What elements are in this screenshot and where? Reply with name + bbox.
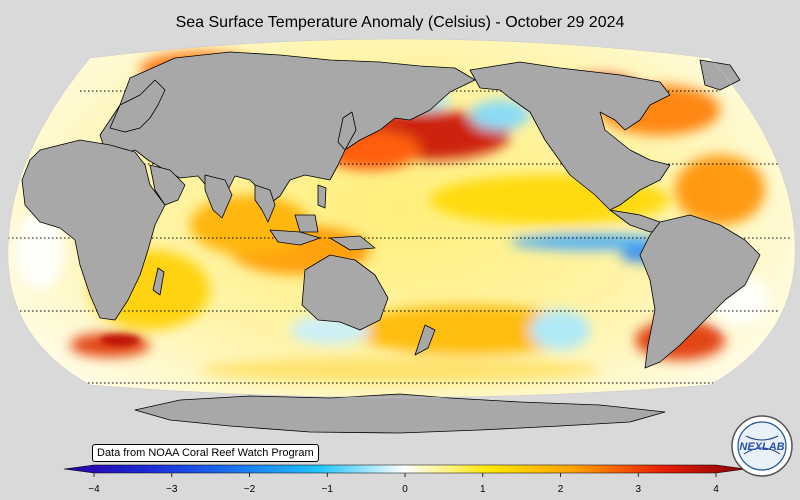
sst-anomaly-map [7, 38, 796, 434]
colorbar-tick-label: −4 [88, 484, 100, 495]
japan-land [337, 111, 357, 151]
indonesia-land [269, 229, 321, 246]
antarctica-land [134, 393, 666, 434]
map [7, 38, 796, 434]
australia-land [301, 254, 389, 331]
colorbar-tick-label: −3 [166, 484, 178, 495]
se-asia-land [254, 184, 276, 223]
colorbar: −4 −3 −2 −1 0 1 2 3 4 [60, 460, 750, 500]
colorbar-gradient [63, 464, 747, 474]
madagascar-land [152, 267, 165, 296]
colorbar-tick-label: 2 [557, 484, 564, 495]
page-title: Sea Surface Temperature Anomaly (Celsius… [175, 14, 625, 31]
colorbar-ticks [93, 473, 717, 477]
data-credit-label: Data from NOAA Coral Reef Watch Program [92, 444, 319, 462]
new-guinea-land [329, 235, 376, 251]
africa-land [21, 139, 166, 321]
colorbar-tick-label: 0 [402, 484, 408, 495]
new-zealand-land [414, 324, 436, 356]
landmasses [21, 51, 761, 434]
nexlab-logo: NEXLAB [730, 414, 794, 478]
colorbar-tick-label: −1 [321, 484, 333, 495]
colorbar-tick-label: −2 [243, 484, 256, 495]
arabia-land [149, 164, 186, 206]
logo-emblem: NEXLAB [731, 415, 793, 477]
greenland-land [699, 59, 741, 91]
colorbar-tick-label: 4 [713, 484, 719, 495]
south-america-land [639, 214, 761, 369]
svg-text:NEXLAB: NEXLAB [739, 441, 784, 453]
globe-outline [7, 38, 796, 398]
borneo-land [294, 214, 319, 233]
colorbar-tick-label: 1 [479, 484, 486, 495]
india-land [204, 174, 233, 219]
eurasia-land [99, 51, 476, 211]
colorbar-tick-label: 3 [635, 484, 642, 495]
north-america-land [469, 61, 671, 211]
philippines-land [317, 184, 327, 209]
europe-land [109, 79, 166, 133]
